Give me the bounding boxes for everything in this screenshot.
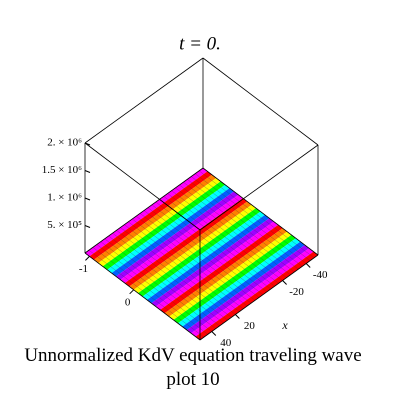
x-tick [235, 314, 240, 319]
chart-title: t = 0. [179, 33, 221, 54]
surface-mesh [139, 213, 256, 301]
z-tick-label: 2. × 10⁶ [47, 137, 82, 149]
box-edge [202, 167, 319, 256]
surface-mesh [198, 170, 315, 258]
x-axis-label: x [281, 318, 288, 332]
surface-mesh [136, 216, 252, 304]
x-tick-label: -40 [313, 269, 328, 281]
y-tick [129, 289, 135, 295]
z-tick-label: 5. × 10⁵ [47, 219, 82, 231]
box-edge [84, 142, 201, 231]
caption: Unnormalized KdV equation traveling wave… [24, 345, 361, 390]
surface-mesh [163, 196, 279, 284]
surface-mesh [175, 187, 291, 275]
y-tick-label: -1 [79, 263, 88, 275]
surface-mesh [147, 207, 264, 295]
surface-mesh [108, 235, 224, 324]
z-tick [84, 197, 91, 201]
surface-mesh [179, 184, 295, 273]
surface-mesh [100, 241, 216, 329]
surface-mesh [183, 182, 299, 270]
y-tick [85, 255, 90, 261]
surface-mesh [171, 190, 287, 278]
surface-mesh [92, 247, 208, 335]
z-tick [84, 142, 91, 146]
box-edge [84, 167, 204, 254]
surface-mesh [187, 179, 303, 267]
surface-mesh [88, 250, 205, 338]
box-edge [199, 144, 319, 231]
y-tick-label: 0 [125, 296, 131, 308]
box-edge [84, 57, 204, 144]
box-edge [84, 252, 201, 341]
surface-mesh [151, 204, 267, 292]
surface-mesh [104, 238, 220, 326]
x-tick [305, 263, 311, 268]
surface-mesh [167, 193, 283, 281]
surface-mesh [155, 201, 271, 290]
surface-mesh [112, 233, 228, 321]
z-tick-label: 1.5 × 10⁶ [42, 164, 82, 176]
x-tick-label: -20 [289, 286, 304, 298]
surface-mesh [195, 173, 311, 261]
surface-mesh [96, 244, 212, 332]
x-tick [211, 331, 217, 336]
z-tick [84, 170, 91, 173]
surface-mesh [143, 210, 260, 298]
surface-mesh [124, 224, 240, 312]
surface-mesh [191, 176, 307, 264]
surface-mesh [132, 218, 248, 307]
box-edge [202, 57, 319, 146]
x-tick-label: 40 [220, 337, 232, 349]
surface-mesh [116, 230, 232, 318]
x-tick-label: 20 [244, 320, 256, 332]
surface-mesh [128, 221, 244, 309]
z-tick [84, 225, 91, 228]
box-edge [199, 254, 319, 341]
x-tick [282, 280, 287, 285]
surface-mesh [120, 227, 236, 315]
z-tick-label: 1. × 10⁶ [47, 192, 82, 204]
